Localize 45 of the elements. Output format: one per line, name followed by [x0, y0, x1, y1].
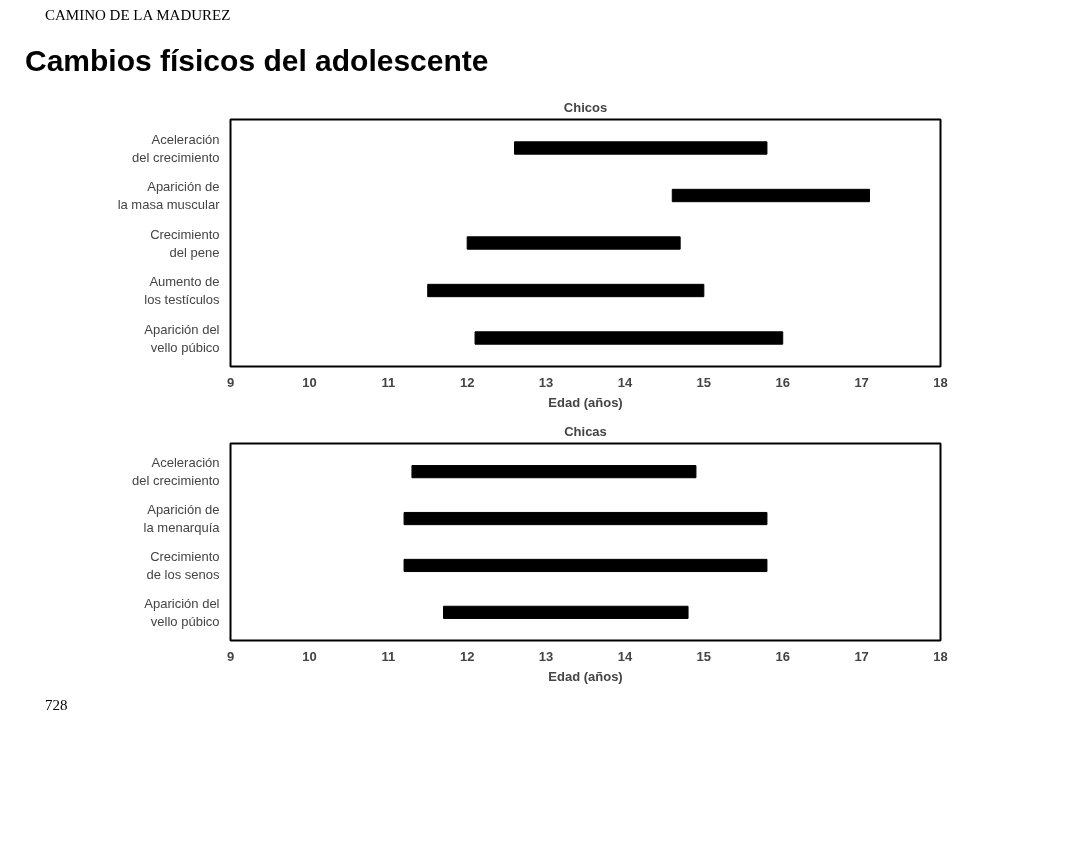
y-tick-label: Aparición del vello púbico — [144, 596, 220, 630]
x-tick-label: 16 — [775, 374, 790, 390]
x-axis-title: Edad (años) — [548, 668, 623, 684]
x-tick-label: 14 — [617, 374, 633, 390]
bar — [411, 465, 697, 479]
x-tick-label: 10 — [302, 374, 317, 390]
bar — [403, 559, 768, 573]
bar — [466, 236, 681, 250]
text: 728 — [45, 696, 68, 716]
y-tick-label: Aparición de la masa muscular — [117, 179, 221, 213]
x-axis-title: Edad (años) — [548, 394, 623, 410]
text: Cambios físicos del adolescente — [25, 43, 489, 80]
y-tick-label: Aparición de la menarquía — [143, 502, 221, 536]
text: CAMINO DE LA MADUREZ — [45, 6, 231, 25]
bar — [514, 141, 768, 155]
x-tick-label: 18 — [933, 374, 948, 390]
bar — [403, 512, 768, 526]
bar — [671, 189, 870, 203]
y-tick-label: Crecimiento de los senos — [146, 549, 220, 583]
x-tick-label: 16 — [775, 648, 790, 664]
x-tick-label: 11 — [381, 374, 396, 390]
y-tick-label: Aumento de los testículos — [144, 274, 220, 308]
x-tick-label: 13 — [538, 648, 554, 664]
x-tick-label: 10 — [302, 648, 317, 664]
chart-title: Chicos — [563, 99, 608, 115]
bar — [443, 606, 689, 620]
bar — [474, 331, 784, 345]
x-tick-label: 12 — [459, 374, 475, 390]
x-tick-label: 15 — [696, 374, 712, 390]
y-tick-label: Crecimiento del pene — [150, 226, 220, 260]
x-tick-label: 18 — [933, 648, 948, 664]
x-tick-label: 13 — [538, 374, 554, 390]
x-tick-label: 9 — [226, 374, 235, 390]
x-tick-label: 15 — [696, 648, 712, 664]
x-tick-label: 12 — [459, 648, 475, 664]
bar — [427, 284, 705, 298]
y-tick-label: Aparición del vello púbico — [144, 321, 220, 355]
chart-title: Chicas — [564, 423, 607, 439]
x-tick-label: 17 — [854, 374, 869, 390]
y-tick-label: Aceleración del crecimiento — [132, 131, 220, 165]
x-tick-label: 11 — [381, 648, 396, 664]
x-tick-label: 9 — [226, 648, 235, 664]
x-tick-label: 17 — [854, 648, 869, 664]
y-tick-label: Aceleración del crecimiento — [132, 455, 220, 489]
x-tick-label: 14 — [617, 648, 633, 664]
